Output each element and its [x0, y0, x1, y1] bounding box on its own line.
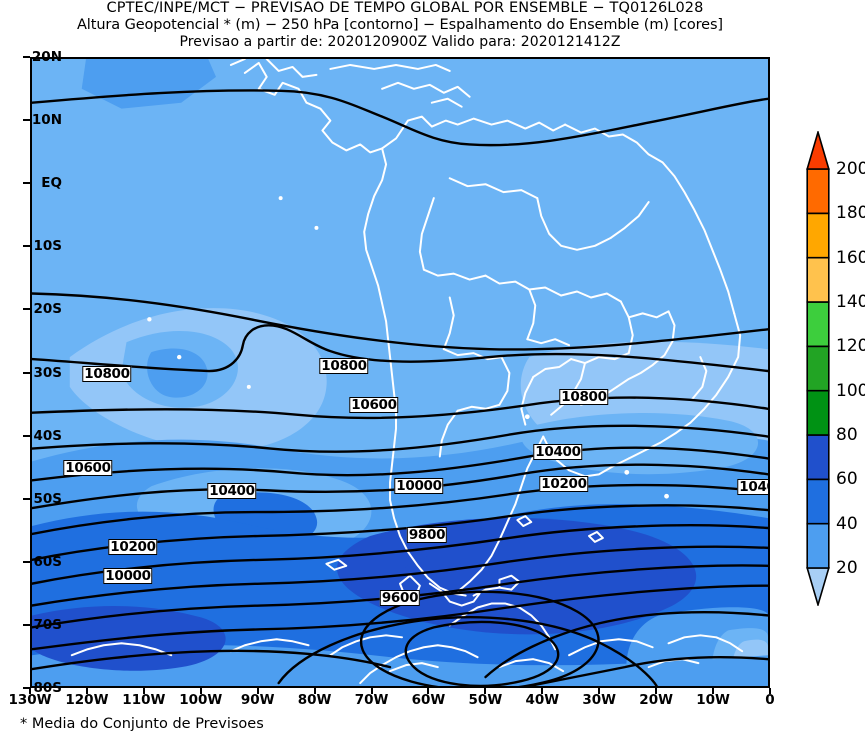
colorbar-segment	[806, 256, 830, 303]
colorbar-tick-label: 40	[836, 513, 858, 534]
map-plot-area: 10800 10800 10800 10600 10600 10400 1040…	[30, 57, 770, 688]
x-tick-mark	[655, 688, 658, 694]
x-tick-label: 10W	[696, 692, 730, 708]
y-tick-label: 20N	[31, 49, 62, 65]
y-tick-label: 50S	[33, 490, 62, 507]
x-tick-label: 40W	[525, 692, 560, 708]
title-line-1: CPTEC/INPE/MCT − PREVISAO DE TEMPO GLOBA…	[106, 0, 704, 16]
y-tick-mark	[23, 560, 30, 563]
colorbar-segment	[806, 434, 830, 481]
x-tick-mark	[769, 688, 771, 694]
colorbar-tick-label: 200	[836, 159, 865, 179]
x-tick-label: 30W	[582, 692, 617, 708]
y-tick-mark	[23, 497, 30, 500]
colorbar-tick-label: 80	[836, 425, 858, 445]
y-tick-label: 40S	[33, 427, 62, 444]
colorbar-tick-label: 140	[836, 292, 865, 312]
x-tick-mark	[484, 688, 487, 694]
contour-label: 10000	[103, 568, 153, 584]
x-tick-label: 60W	[411, 692, 446, 708]
y-tick-mark	[23, 371, 30, 374]
x-tick-label: 0	[765, 692, 775, 708]
colorbar-tick-label: 20	[836, 558, 858, 578]
y-tick-label: 70S	[33, 616, 62, 633]
y-tick-mark	[23, 245, 30, 248]
contour-label: 10000	[394, 478, 444, 494]
title-line-2: Altura Geopotencial * (m) − 250 hPa [con…	[76, 17, 723, 33]
x-tick-mark	[256, 688, 259, 694]
y-tick-mark	[23, 119, 30, 122]
x-tick-mark	[712, 688, 715, 694]
contour-label: 10200	[539, 476, 589, 492]
y-tick-mark	[23, 434, 30, 437]
x-tick-mark	[541, 688, 544, 694]
x-tick-label: 120W	[65, 692, 109, 708]
x-tick-mark	[142, 688, 145, 694]
colorbar-tick-label: 160	[836, 247, 865, 268]
colorbar-segment	[806, 168, 830, 215]
x-tick-mark	[427, 688, 430, 694]
y-tick-label: 10N	[31, 112, 62, 129]
contour-label: 9600	[379, 590, 421, 606]
y-tick-mark	[23, 687, 30, 689]
contour-label: 10800	[319, 358, 369, 374]
colorbar-cap-high	[806, 131, 830, 170]
contour-label: 10400	[207, 483, 257, 499]
colorbar-tick-label: 180	[836, 203, 865, 224]
contour-label: 10600	[349, 397, 399, 413]
colorbar-cap-low	[806, 567, 830, 606]
colorbar[interactable]: 20 40 60 80 100 120 140 160 180 200	[806, 131, 865, 606]
x-tick-label: 110W	[122, 692, 166, 708]
x-tick-label: 20W	[639, 692, 673, 708]
y-tick-label: 80S	[33, 680, 62, 696]
colorbar-tick-label: 120	[836, 336, 865, 357]
x-tick-label: 80W	[297, 692, 332, 708]
footer-note: * Media do Conjunto de Previsoes	[20, 716, 264, 732]
contour-label: 10800	[559, 389, 609, 405]
x-tick-mark	[199, 688, 202, 694]
x-tick-label: 90W	[240, 692, 275, 708]
contour-label: 10600	[63, 460, 113, 476]
title-line-3: Previsao a partir de: 2020120900Z Valido…	[179, 34, 621, 50]
colorbar-segment	[806, 301, 830, 348]
colorbar-segment	[806, 478, 830, 525]
colorbar-segment	[806, 522, 830, 569]
x-tick-label: 70W	[354, 692, 389, 708]
contour-label: 10200	[108, 539, 158, 555]
colorbar-segment	[806, 389, 830, 436]
x-tick-label: 100W	[179, 692, 223, 708]
coastlines	[70, 59, 744, 685]
y-tick-mark	[23, 182, 30, 185]
x-tick-mark	[29, 688, 31, 694]
contour-label: 10400	[533, 444, 583, 460]
y-tick-label: 60S	[33, 553, 62, 570]
y-tick-mark	[23, 623, 30, 626]
colorbar-segment	[806, 212, 830, 259]
contour-label: 9800	[406, 527, 448, 543]
y-tick-mark	[23, 56, 30, 58]
colorbar-tick-label: 60	[836, 469, 858, 490]
colorbar-tick-label: 100	[836, 380, 865, 401]
x-tick-mark	[598, 688, 601, 694]
y-tick-label: EQ	[41, 175, 62, 192]
y-tick-label: 10S	[33, 238, 62, 255]
chart-titles: CPTEC/INPE/MCT − PREVISAO DE TEMPO GLOBA…	[0, 0, 800, 51]
y-tick-label: 20S	[33, 301, 62, 318]
colorbar-swatches	[806, 131, 830, 606]
contour-label: 10400	[737, 479, 768, 495]
x-tick-label: 50W	[468, 692, 503, 708]
y-tick-mark	[23, 308, 30, 311]
x-tick-label: 130W	[8, 692, 52, 708]
x-tick-mark	[370, 688, 373, 694]
x-tick-mark	[85, 688, 88, 694]
colorbar-segment	[806, 345, 830, 392]
y-tick-label: 30S	[33, 364, 62, 381]
contour-label: 10800	[82, 366, 132, 382]
x-tick-mark	[313, 688, 316, 694]
